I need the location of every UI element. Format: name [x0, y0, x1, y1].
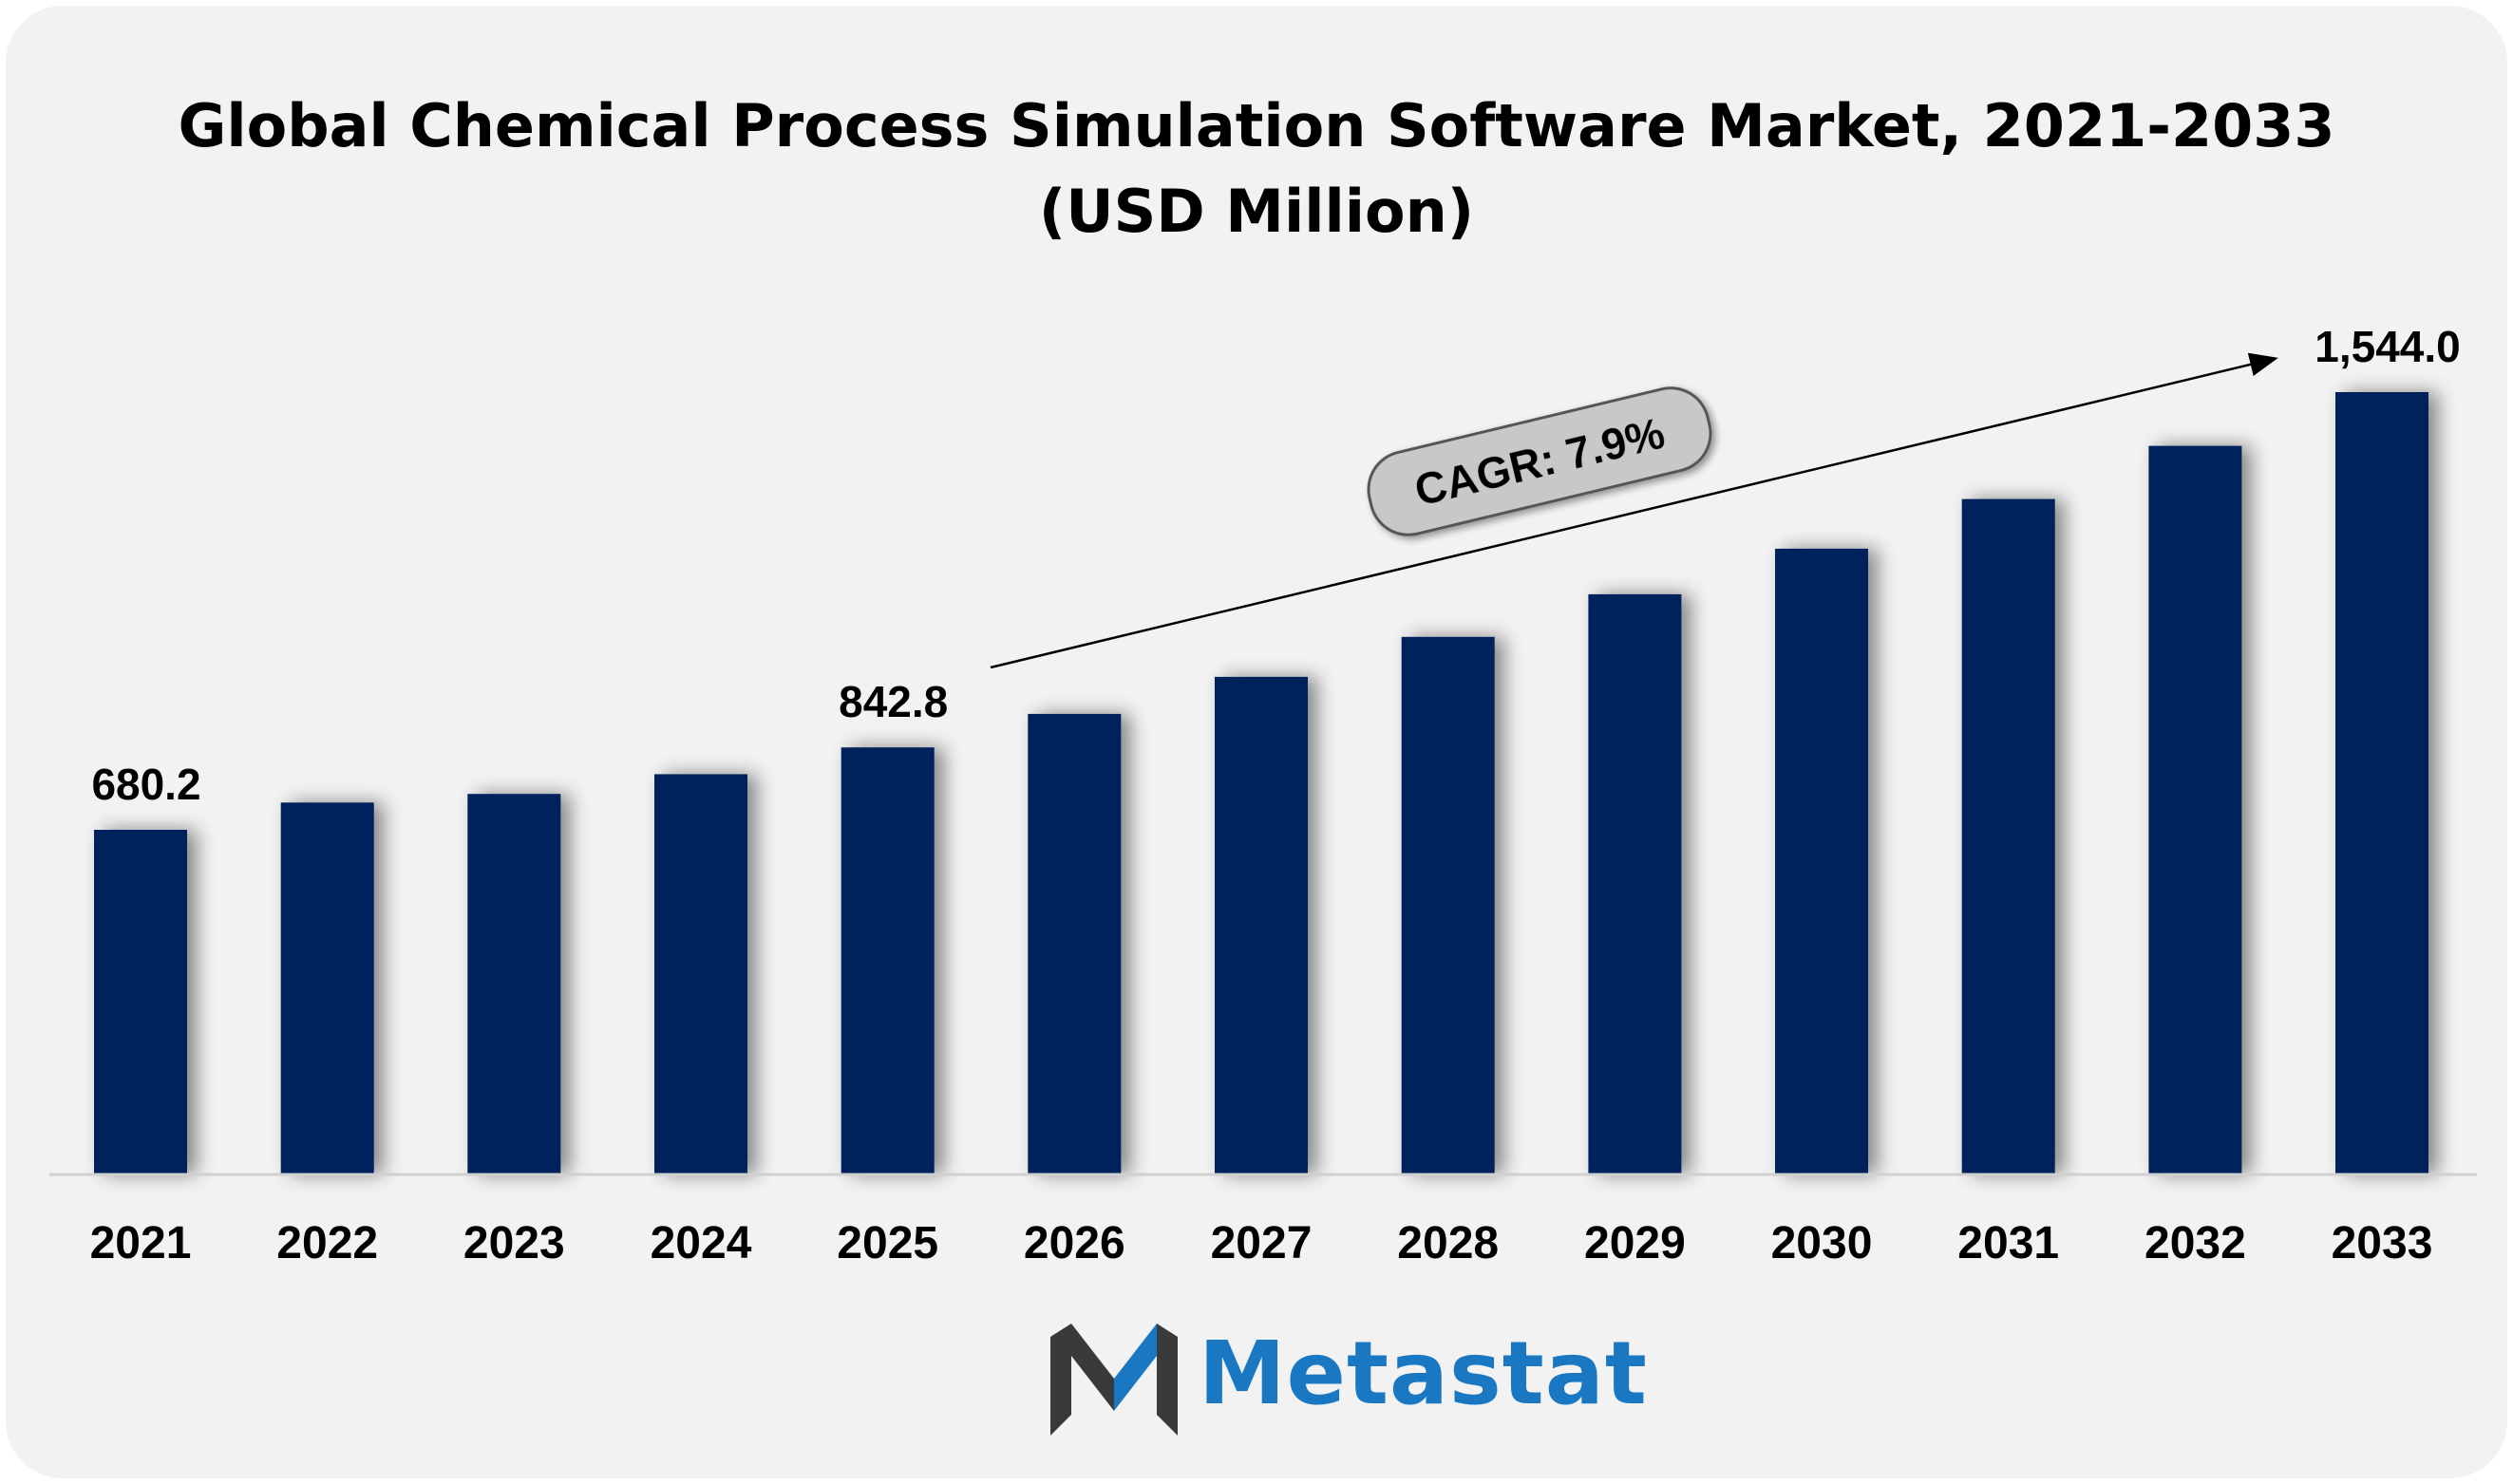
brand-name: Metastat: [1199, 1323, 1648, 1424]
x-tick-label-2033: 2033: [2332, 1218, 2433, 1268]
chart-title-line2: (USD Million): [1038, 177, 1475, 246]
data-label-2021: 680.2: [91, 760, 200, 809]
bar-2023: [467, 794, 561, 1174]
cagr-badge: CAGR: 7.9%: [1367, 386, 1712, 536]
x-tick-label-2024: 2024: [651, 1218, 752, 1268]
bar-2028: [1401, 636, 1495, 1174]
bar-2024: [654, 774, 747, 1174]
bar-2022: [280, 802, 374, 1174]
x-tick-label-2022: 2022: [276, 1218, 378, 1268]
x-tick-label-2025: 2025: [837, 1218, 938, 1268]
cagr-trend-arrow: [990, 352, 2278, 669]
data-label-2025: 842.8: [839, 677, 948, 726]
chart-title-line1: Global Chemical Process Simulation Softw…: [178, 91, 2335, 160]
x-tick-label-2028: 2028: [1397, 1218, 1499, 1268]
x-tick-label-2029: 2029: [1584, 1218, 1686, 1268]
bar-2021: [94, 830, 187, 1174]
x-tick-label-2023: 2023: [463, 1218, 565, 1268]
bar-2031: [1961, 498, 2055, 1174]
x-tick-label-2027: 2027: [1211, 1218, 1313, 1268]
bar-2025: [841, 747, 935, 1174]
x-tick-label-2030: 2030: [1771, 1218, 1873, 1268]
bar-2030: [1775, 548, 1868, 1174]
metastat-logo-icon: [1050, 1324, 1178, 1436]
x-tick-label-2032: 2032: [2145, 1218, 2246, 1268]
bar-2033: [2335, 392, 2428, 1174]
chart-title: Global Chemical Process Simulation Softw…: [0, 84, 2513, 254]
x-tick-label-2026: 2026: [1024, 1218, 1125, 1268]
bar-2032: [2148, 445, 2242, 1175]
x-tick-label-2031: 2031: [1957, 1218, 2059, 1268]
bar-2027: [1215, 676, 1308, 1174]
data-label-2033: 1,544.0: [2315, 322, 2460, 371]
bar-2026: [1028, 713, 1122, 1174]
x-tick-label-2021: 2021: [90, 1218, 192, 1268]
bar-2029: [1588, 593, 1682, 1174]
